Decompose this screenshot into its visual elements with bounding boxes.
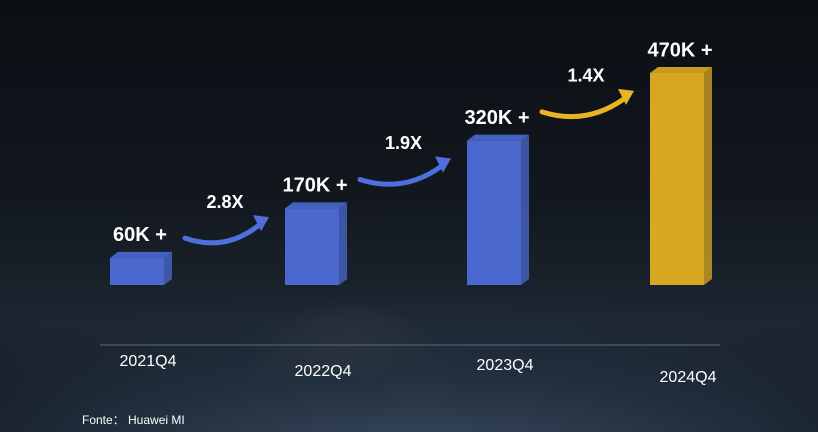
x-tick-label: 2023Q4 xyxy=(477,357,534,374)
bar xyxy=(467,141,521,285)
bar xyxy=(650,73,704,285)
bar-side xyxy=(704,67,712,285)
bar-side xyxy=(339,202,347,285)
growth-label: 2.8X xyxy=(206,192,243,212)
value-label: 60K + xyxy=(113,224,167,246)
growth-arrow xyxy=(185,225,259,243)
bar-top xyxy=(467,135,529,141)
source-note: Fonte： Huawei MI xyxy=(82,413,185,427)
bar xyxy=(285,208,339,285)
growth-arrow xyxy=(542,99,624,117)
value-label: 320K + xyxy=(464,107,529,129)
bar-side xyxy=(521,135,529,285)
growth-label: 1.4X xyxy=(567,66,604,86)
x-tick-label: 2024Q4 xyxy=(660,369,717,386)
bar-top xyxy=(110,252,172,258)
growth-arrow xyxy=(360,166,441,184)
bar-top xyxy=(285,202,347,208)
bar xyxy=(110,258,164,285)
value-label: 170K + xyxy=(282,175,347,197)
slide: Fonte： Huawei MI 60K + 2021Q4 170K + 2022Q4… xyxy=(0,0,818,432)
bar-top xyxy=(650,67,712,73)
x-tick-label: 2022Q4 xyxy=(295,363,352,380)
chart: Fonte： Huawei MI 60K + 2021Q4 170K + 2022Q4… xyxy=(0,0,818,432)
x-tick-label: 2021Q4 xyxy=(120,353,177,370)
growth-label: 1.9X xyxy=(385,133,422,153)
value-label: 470K + xyxy=(647,39,712,61)
